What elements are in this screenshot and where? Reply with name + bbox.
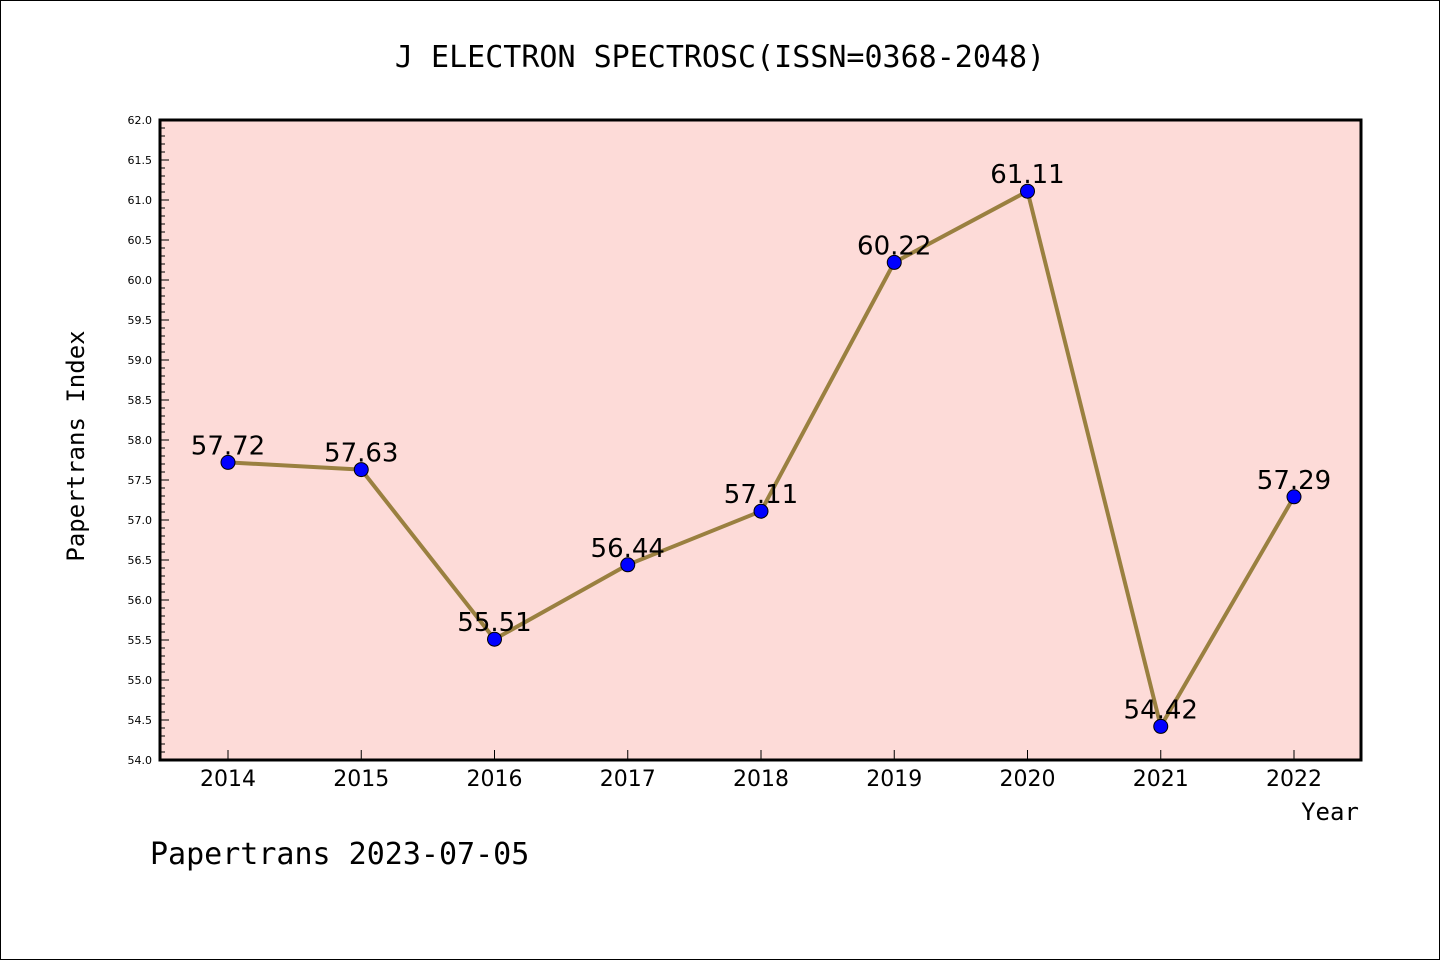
data-point [353, 462, 369, 478]
series-line-group: 57.72 57.63 55.51 56.44 57.11 60.22 61.11 54.42… [191, 160, 1331, 734]
x-tick-label: 2020 [1000, 767, 1056, 792]
x-axis-label: Year [1301, 798, 1359, 826]
x-tick-label: 2015 [333, 767, 389, 792]
data-label: 57.29 [1257, 466, 1331, 496]
y-tick-label: 60.5 [128, 234, 153, 247]
x-tick-label: 2016 [467, 767, 523, 792]
y-tick-label: 61.5 [128, 154, 153, 167]
y-tick-label: 56.5 [128, 554, 153, 567]
y-tick-label: 59.0 [128, 354, 153, 367]
x-axis: 2014 2015 2016 2017 2018 2019 2020 2021 2022 [200, 750, 1322, 792]
y-tick-label: 56.0 [128, 594, 153, 607]
data-label: 56.44 [591, 534, 665, 564]
y-tick-label: 59.5 [128, 314, 153, 327]
y-tick-label: 61.0 [128, 194, 153, 207]
chart-title: J ELECTRON SPECTROSC(ISSN=0368-2048) [395, 40, 1045, 75]
y-tick-label: 60.0 [128, 274, 153, 287]
footer-text: Papertrans 2023-07-05 [150, 837, 529, 872]
y-axis-label: Papertrans Index [62, 330, 90, 561]
data-label: 55.51 [457, 608, 531, 638]
x-tick-label: 2014 [200, 767, 256, 792]
data-point [220, 454, 236, 470]
x-tick-label: 2017 [600, 767, 656, 792]
plot-border [158, 118, 1363, 762]
x-tick-label: 2021 [1133, 767, 1189, 792]
data-label: 57.72 [191, 431, 265, 461]
y-tick-label: 57.0 [128, 514, 153, 527]
data-point [753, 503, 769, 519]
data-point [886, 254, 902, 270]
y-tick-label: 54.5 [128, 714, 153, 727]
y-axis: 54.0 54.5 55.0 55.5 56.0 56.5 57.0 57.5 58.0 58.5… [128, 114, 169, 767]
data-label: 60.22 [857, 231, 931, 261]
x-tick-label: 2018 [733, 767, 789, 792]
data-label: 57.11 [724, 480, 798, 510]
y-tick-label: 55.0 [128, 674, 153, 687]
plot-area [160, 120, 1361, 760]
y-tick-label: 55.5 [128, 634, 153, 647]
data-point [1020, 183, 1035, 199]
y-tick-label: 62.0 [128, 114, 153, 127]
x-tick-label: 2022 [1266, 767, 1322, 792]
x-tick-label: 2019 [866, 767, 922, 792]
data-label: 54.42 [1124, 695, 1198, 725]
data-point [487, 631, 502, 647]
data-point [1286, 489, 1302, 505]
y-tick-label: 57.5 [128, 474, 153, 487]
data-point [620, 557, 636, 573]
data-label: 57.63 [324, 439, 398, 469]
y-tick-label: 54.0 [128, 754, 153, 767]
data-point [1153, 718, 1169, 734]
y-tick-label: 58.0 [128, 434, 153, 447]
data-label: 61.11 [990, 160, 1064, 190]
y-tick-label: 58.5 [128, 394, 153, 407]
